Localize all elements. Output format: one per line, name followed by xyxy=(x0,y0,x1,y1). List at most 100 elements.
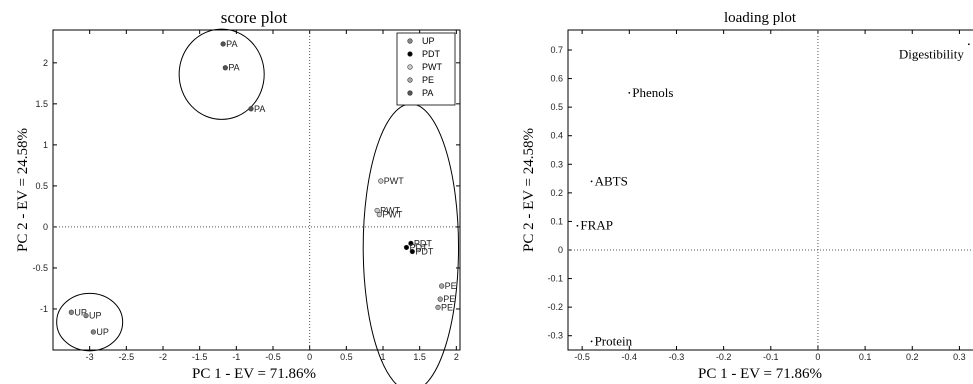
score-point xyxy=(68,309,74,315)
score-point xyxy=(435,304,441,310)
loading-plot-frame xyxy=(567,29,973,351)
x-tick-label: -1 xyxy=(232,352,240,362)
x-tick-label: 0 xyxy=(815,352,820,362)
cluster-ellipse xyxy=(178,28,265,120)
y-tick-label: 0.1 xyxy=(550,216,563,226)
loading-point xyxy=(628,91,631,94)
y-tick-label: -0.3 xyxy=(547,331,563,341)
legend-marker xyxy=(407,64,413,70)
score-point-label: PWT xyxy=(380,206,400,216)
score-point xyxy=(90,329,96,335)
y-tick-label: 0.4 xyxy=(550,131,563,141)
loading-plot-title: loading plot xyxy=(724,10,797,26)
score-point-label: PA xyxy=(226,39,237,49)
score-y-axis: -1 -0.5 0 0.5 1 1.5 2 xyxy=(32,58,460,314)
score-x-axis: -3 -2.5 -2 -1.5 -1 -0.5 0 0.5 1 1.5 2 xyxy=(86,30,459,362)
score-point xyxy=(439,283,445,289)
cluster-ellipse xyxy=(56,292,124,352)
score-point-label: PE xyxy=(443,294,455,304)
loading-y-label: PC 2 - EV = 24.58% xyxy=(521,128,537,252)
score-point-label: PE xyxy=(441,302,453,312)
x-tick-label: 0 xyxy=(307,352,312,362)
score-point xyxy=(248,106,254,112)
score-plot-title: score plot xyxy=(221,8,288,27)
legend-label: PDT xyxy=(422,49,441,59)
legend-label: PWT xyxy=(422,62,442,72)
loading-point xyxy=(576,224,579,227)
score-point-label: PE xyxy=(445,281,457,291)
score-point-label: PDT xyxy=(414,238,433,248)
loading-point xyxy=(590,180,593,183)
loading-point xyxy=(967,43,970,46)
loading-y-axis: -0.3 -0.2 -0.1 0 0.1 0.2 0.3 0.4 0.5 0.6 0.7 xyxy=(547,45,572,341)
legend-box xyxy=(396,32,456,106)
x-tick-label: -0.5 xyxy=(574,352,590,362)
loading-points: Digestibility Phenols ABTS FRAP Protein xyxy=(576,43,970,348)
score-point xyxy=(437,296,443,302)
variable-label: FRAP xyxy=(580,218,613,233)
loading-x-label: PC 1 - EV = 71.86% xyxy=(698,366,822,382)
variable-label: ABTS xyxy=(595,173,628,188)
score-point-label: PDT xyxy=(409,242,428,252)
legend-label: PE xyxy=(422,75,434,85)
x-tick-label: 1 xyxy=(380,352,385,362)
loading-point xyxy=(590,340,593,343)
y-tick-label: -0.5 xyxy=(32,263,48,273)
score-plot-frame xyxy=(52,29,461,351)
score-point-label: PA xyxy=(254,104,265,114)
y-tick-label: -0.1 xyxy=(547,274,563,284)
y-tick-label: -1 xyxy=(40,304,48,314)
x-tick-label: 2 xyxy=(454,352,459,362)
x-tick-label: -0.3 xyxy=(669,352,685,362)
score-point xyxy=(408,240,414,246)
legend-label: UP xyxy=(422,36,435,46)
x-tick-label: 0.3 xyxy=(953,352,966,362)
legend-marker xyxy=(407,77,413,83)
y-tick-label: 1 xyxy=(43,140,48,150)
score-point-label: PA xyxy=(228,63,239,73)
x-tick-label: -0.5 xyxy=(265,352,281,362)
x-tick-label: -0.1 xyxy=(763,352,779,362)
score-point-label: UP xyxy=(89,311,102,321)
score-legend: UP PDT PWT PE PA xyxy=(396,32,456,106)
score-point-label: UP xyxy=(96,327,109,337)
legend-label: PA xyxy=(422,88,433,98)
score-point-label: PDT xyxy=(415,247,434,257)
legend-marker xyxy=(407,51,413,57)
y-tick-label: 0.5 xyxy=(35,181,48,191)
score-point xyxy=(403,244,410,251)
x-tick-label: -3 xyxy=(86,352,94,362)
y-tick-label: 0.2 xyxy=(550,188,563,198)
y-tick-label: 0 xyxy=(43,222,48,232)
y-tick-label: 0.7 xyxy=(550,45,563,55)
loading-plot: loading plot -0.5 -0.4 -0.3 -0.2 -0.1 0 0.1 0.2… xyxy=(521,10,973,382)
score-point xyxy=(374,207,380,214)
x-tick-label: 1.5 xyxy=(413,352,426,362)
score-point xyxy=(376,212,382,218)
score-point-label: PWT xyxy=(384,176,404,186)
variable-label: Protein xyxy=(595,333,633,348)
x-tick-label: -1.5 xyxy=(192,352,208,362)
score-y-label: PC 2 - EV = 24.58% xyxy=(15,128,31,252)
legend-marker xyxy=(407,38,413,44)
variable-label: Digestibility xyxy=(899,46,965,61)
score-point xyxy=(409,248,415,255)
legend-marker xyxy=(407,90,413,96)
variable-label: Phenols xyxy=(632,85,673,100)
score-plot: score plot -3 -2.5 -2 -1.5 -1 -0.5 0 0.5 1 1.5 2 -… xyxy=(15,8,461,384)
score-point-label: UP xyxy=(74,307,87,317)
score-point xyxy=(222,65,228,71)
x-tick-label: -2 xyxy=(159,352,167,362)
loading-x-axis: -0.5 -0.4 -0.3 -0.2 -0.1 0 0.1 0.2 0.3 xyxy=(574,30,966,362)
score-point-label: PWT xyxy=(382,210,402,220)
y-tick-label: -0.2 xyxy=(547,302,563,312)
score-point xyxy=(378,178,384,184)
x-tick-label: 0.1 xyxy=(859,352,872,362)
x-tick-label: -2.5 xyxy=(119,352,135,362)
score-point xyxy=(220,41,226,47)
x-tick-label: 0.5 xyxy=(340,352,353,362)
y-tick-label: 2 xyxy=(43,58,48,68)
y-tick-label: 0.6 xyxy=(550,74,563,84)
y-tick-label: 0 xyxy=(558,245,563,255)
